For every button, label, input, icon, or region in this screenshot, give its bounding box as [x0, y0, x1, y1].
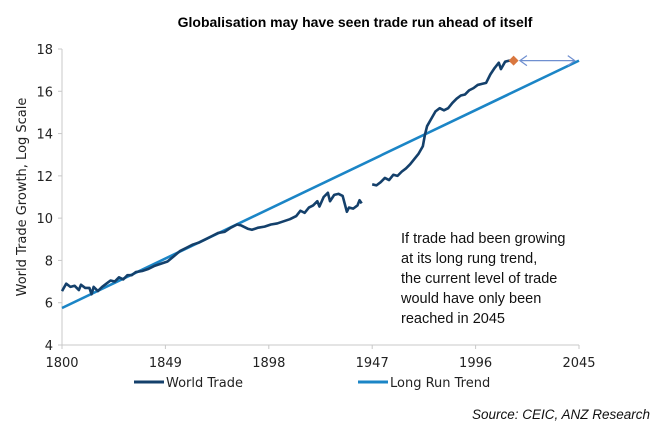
x-tick-label: 1800 [45, 356, 78, 371]
source-note: Source: CEIC, ANZ Research [472, 407, 650, 422]
y-tick-label: 16 [36, 85, 53, 100]
annotation-line: the current level of trade [401, 271, 557, 287]
x-tick-label: 1947 [356, 356, 389, 371]
legend-label-world-trade: World Trade [166, 376, 243, 391]
y-tick-label: 4 [45, 339, 53, 354]
y-tick-label: 10 [36, 212, 53, 227]
y-tick-label: 12 [36, 170, 53, 185]
chart-title: Globalisation may have seen trade run ah… [178, 14, 533, 30]
y-tick-label: 8 [45, 254, 53, 269]
annotation-line: If trade had been growing [401, 231, 565, 247]
series-line-world-trade-segment-1 [60, 191, 363, 296]
arrow-head-left [518, 55, 528, 67]
annotation-text: If trade had been growing at its long ru… [400, 231, 565, 327]
arrow-head-right [567, 55, 576, 67]
annotation-line: would have only been [400, 291, 541, 307]
y-tick-label: 6 [45, 297, 53, 312]
y-tick-label: 18 [36, 43, 53, 58]
legend-item-long-run-trend[interactable]: Long Run Trend [358, 376, 490, 391]
x-tick-label: 1898 [252, 356, 285, 371]
legend: World Trade Long Run Trend [134, 376, 490, 391]
x-tick-label: 1849 [149, 356, 182, 371]
y-axis-label: World Trade Growth, Log Scale [15, 98, 30, 297]
annotation-line: at its long rung trend, [401, 251, 537, 267]
x-tick-label: 2045 [562, 356, 595, 371]
series-line-world-trade-segment-2 [371, 59, 514, 187]
legend-item-world-trade[interactable]: World Trade [134, 376, 243, 391]
legend-label-long-run-trend: Long Run Trend [390, 376, 490, 391]
annotation-line: reached in 2045 [401, 311, 505, 327]
y-tick-label: 14 [36, 128, 53, 143]
x-tick-label: 1996 [459, 356, 492, 371]
series-line-long-run-trend [61, 59, 580, 310]
marker-current-level [508, 55, 519, 66]
